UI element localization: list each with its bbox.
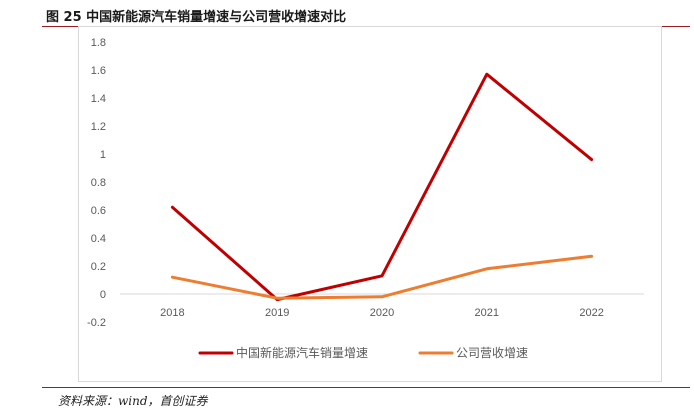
y-tick-label: 1.8 bbox=[91, 37, 106, 49]
y-tick-label: 1.4 bbox=[91, 93, 106, 105]
y-tick-label: 0.2 bbox=[91, 261, 106, 273]
y-tick-label: 0.4 bbox=[91, 233, 106, 245]
y-tick-label: 1.2 bbox=[91, 121, 106, 133]
x-tick-label: 2019 bbox=[265, 307, 289, 319]
legend-label-0: 中国新能源汽车销量增速 bbox=[236, 345, 368, 360]
x-tick-label: 2022 bbox=[579, 307, 603, 319]
footer-divider bbox=[42, 387, 690, 388]
x-tick-label: 2021 bbox=[475, 307, 499, 319]
y-tick-label: 0.6 bbox=[91, 205, 106, 217]
y-tick-label: 1 bbox=[100, 149, 106, 161]
y-tick-label: 1.6 bbox=[91, 65, 106, 77]
legend-label-1: 公司营收增速 bbox=[456, 346, 528, 360]
y-tick-label: 0.8 bbox=[91, 177, 106, 189]
series-line-0 bbox=[170, 72, 594, 302]
x-tick-label: 2018 bbox=[160, 307, 184, 319]
source-note: 资料来源：wind，首创证券 bbox=[58, 394, 208, 408]
y-tick-label: 0 bbox=[100, 289, 106, 301]
page-title: 图 25 中国新能源汽车销量增速与公司营收增速对比 bbox=[46, 10, 347, 25]
chart-frame bbox=[78, 26, 662, 382]
x-tick-label: 2020 bbox=[370, 307, 394, 319]
y-tick-label: -0.2 bbox=[87, 317, 106, 329]
